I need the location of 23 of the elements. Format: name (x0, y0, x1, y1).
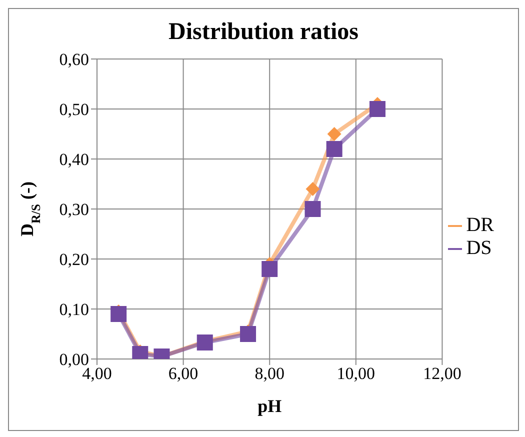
y-tick-label: 0,60 (59, 50, 89, 70)
x-tick-label: 10,00 (336, 364, 376, 384)
y-tick-label: 0,30 (59, 200, 89, 220)
point (327, 127, 342, 141)
x-tick-label: 8,00 (254, 364, 284, 384)
point (262, 261, 278, 277)
legend-label: DR (466, 214, 494, 236)
point (110, 306, 127, 322)
x-tick-label: 4,00 (82, 364, 112, 384)
x-axis-title: pH (258, 396, 282, 416)
point (326, 141, 342, 157)
y-tick-label: 0,50 (59, 100, 89, 120)
point (304, 201, 321, 217)
point (240, 326, 256, 342)
x-tick-label: 12,00 (423, 364, 462, 384)
point (369, 101, 386, 117)
y-tick-label: 0,40 (59, 150, 89, 170)
x-tick-label: 6,00 (168, 364, 198, 384)
y-tick-label: 0,10 (59, 300, 89, 320)
legend-label: DS (466, 236, 492, 258)
y-tick-label: 0,20 (59, 250, 89, 270)
point (306, 182, 320, 196)
chart-title: Distribution ratios (167, 19, 360, 47)
